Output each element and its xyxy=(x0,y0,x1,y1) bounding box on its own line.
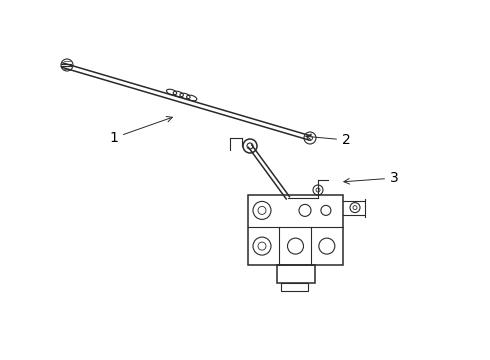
Text: 3: 3 xyxy=(344,171,399,185)
Bar xyxy=(276,265,315,283)
Text: 2: 2 xyxy=(306,133,351,147)
Text: 1: 1 xyxy=(109,117,172,145)
Bar xyxy=(248,195,343,265)
Bar xyxy=(281,283,308,291)
